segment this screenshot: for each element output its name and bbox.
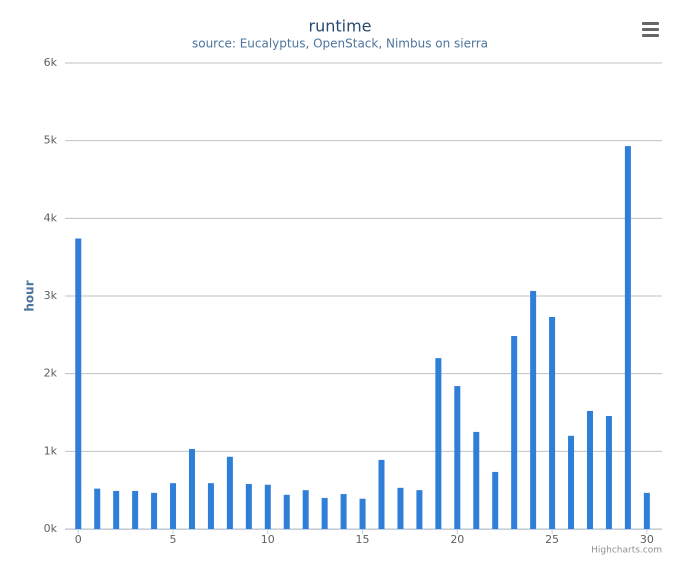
bar [226,456,233,529]
bar [75,238,82,529]
bar [586,410,593,529]
x-tick-label: 30 [640,533,654,546]
bar [359,498,366,529]
bar [340,494,347,529]
bar [264,484,271,529]
bar [473,431,480,529]
chart-title: runtime [308,17,371,36]
bar [568,435,575,529]
bar [170,483,177,529]
bar [151,492,158,529]
bar [530,290,537,529]
bar [94,488,101,529]
y-axis-title: hour [23,280,37,311]
bar [454,386,461,529]
bar [188,449,195,529]
y-tick-label: 0k [44,522,58,535]
x-tick-label: 25 [545,533,559,546]
menu-button[interactable] [642,22,659,37]
y-tick-label: 6k [44,56,58,69]
bar [624,146,631,529]
credits[interactable]: Highcharts.com [591,546,662,556]
bar [132,490,139,529]
x-tick-label: 0 [75,533,82,546]
x-tick-label: 15 [356,533,370,546]
x-tick-label: 5 [170,533,177,546]
bar [492,471,499,529]
bar [643,492,650,529]
bar [511,335,518,529]
y-tick-label: 2k [44,367,58,380]
bar [302,490,309,529]
bar [435,358,442,529]
bar [378,459,385,529]
bar [605,415,612,529]
bar [416,490,423,529]
bar [283,494,290,529]
chart-subtitle: source: Eucalyptus, OpenStack, Nimbus on… [192,37,488,51]
bar [397,487,404,529]
x-tick-label: 20 [450,533,464,546]
y-tick-label: 5k [44,134,58,147]
x-tick-label: 10 [261,533,275,546]
y-tick-label: 1k [44,444,58,457]
bar [549,316,556,529]
bar [321,497,328,529]
bar [207,483,214,529]
bar [245,483,252,529]
bar [113,490,120,529]
y-tick-label: 3k [44,289,58,302]
y-tick-label: 4k [44,211,58,224]
